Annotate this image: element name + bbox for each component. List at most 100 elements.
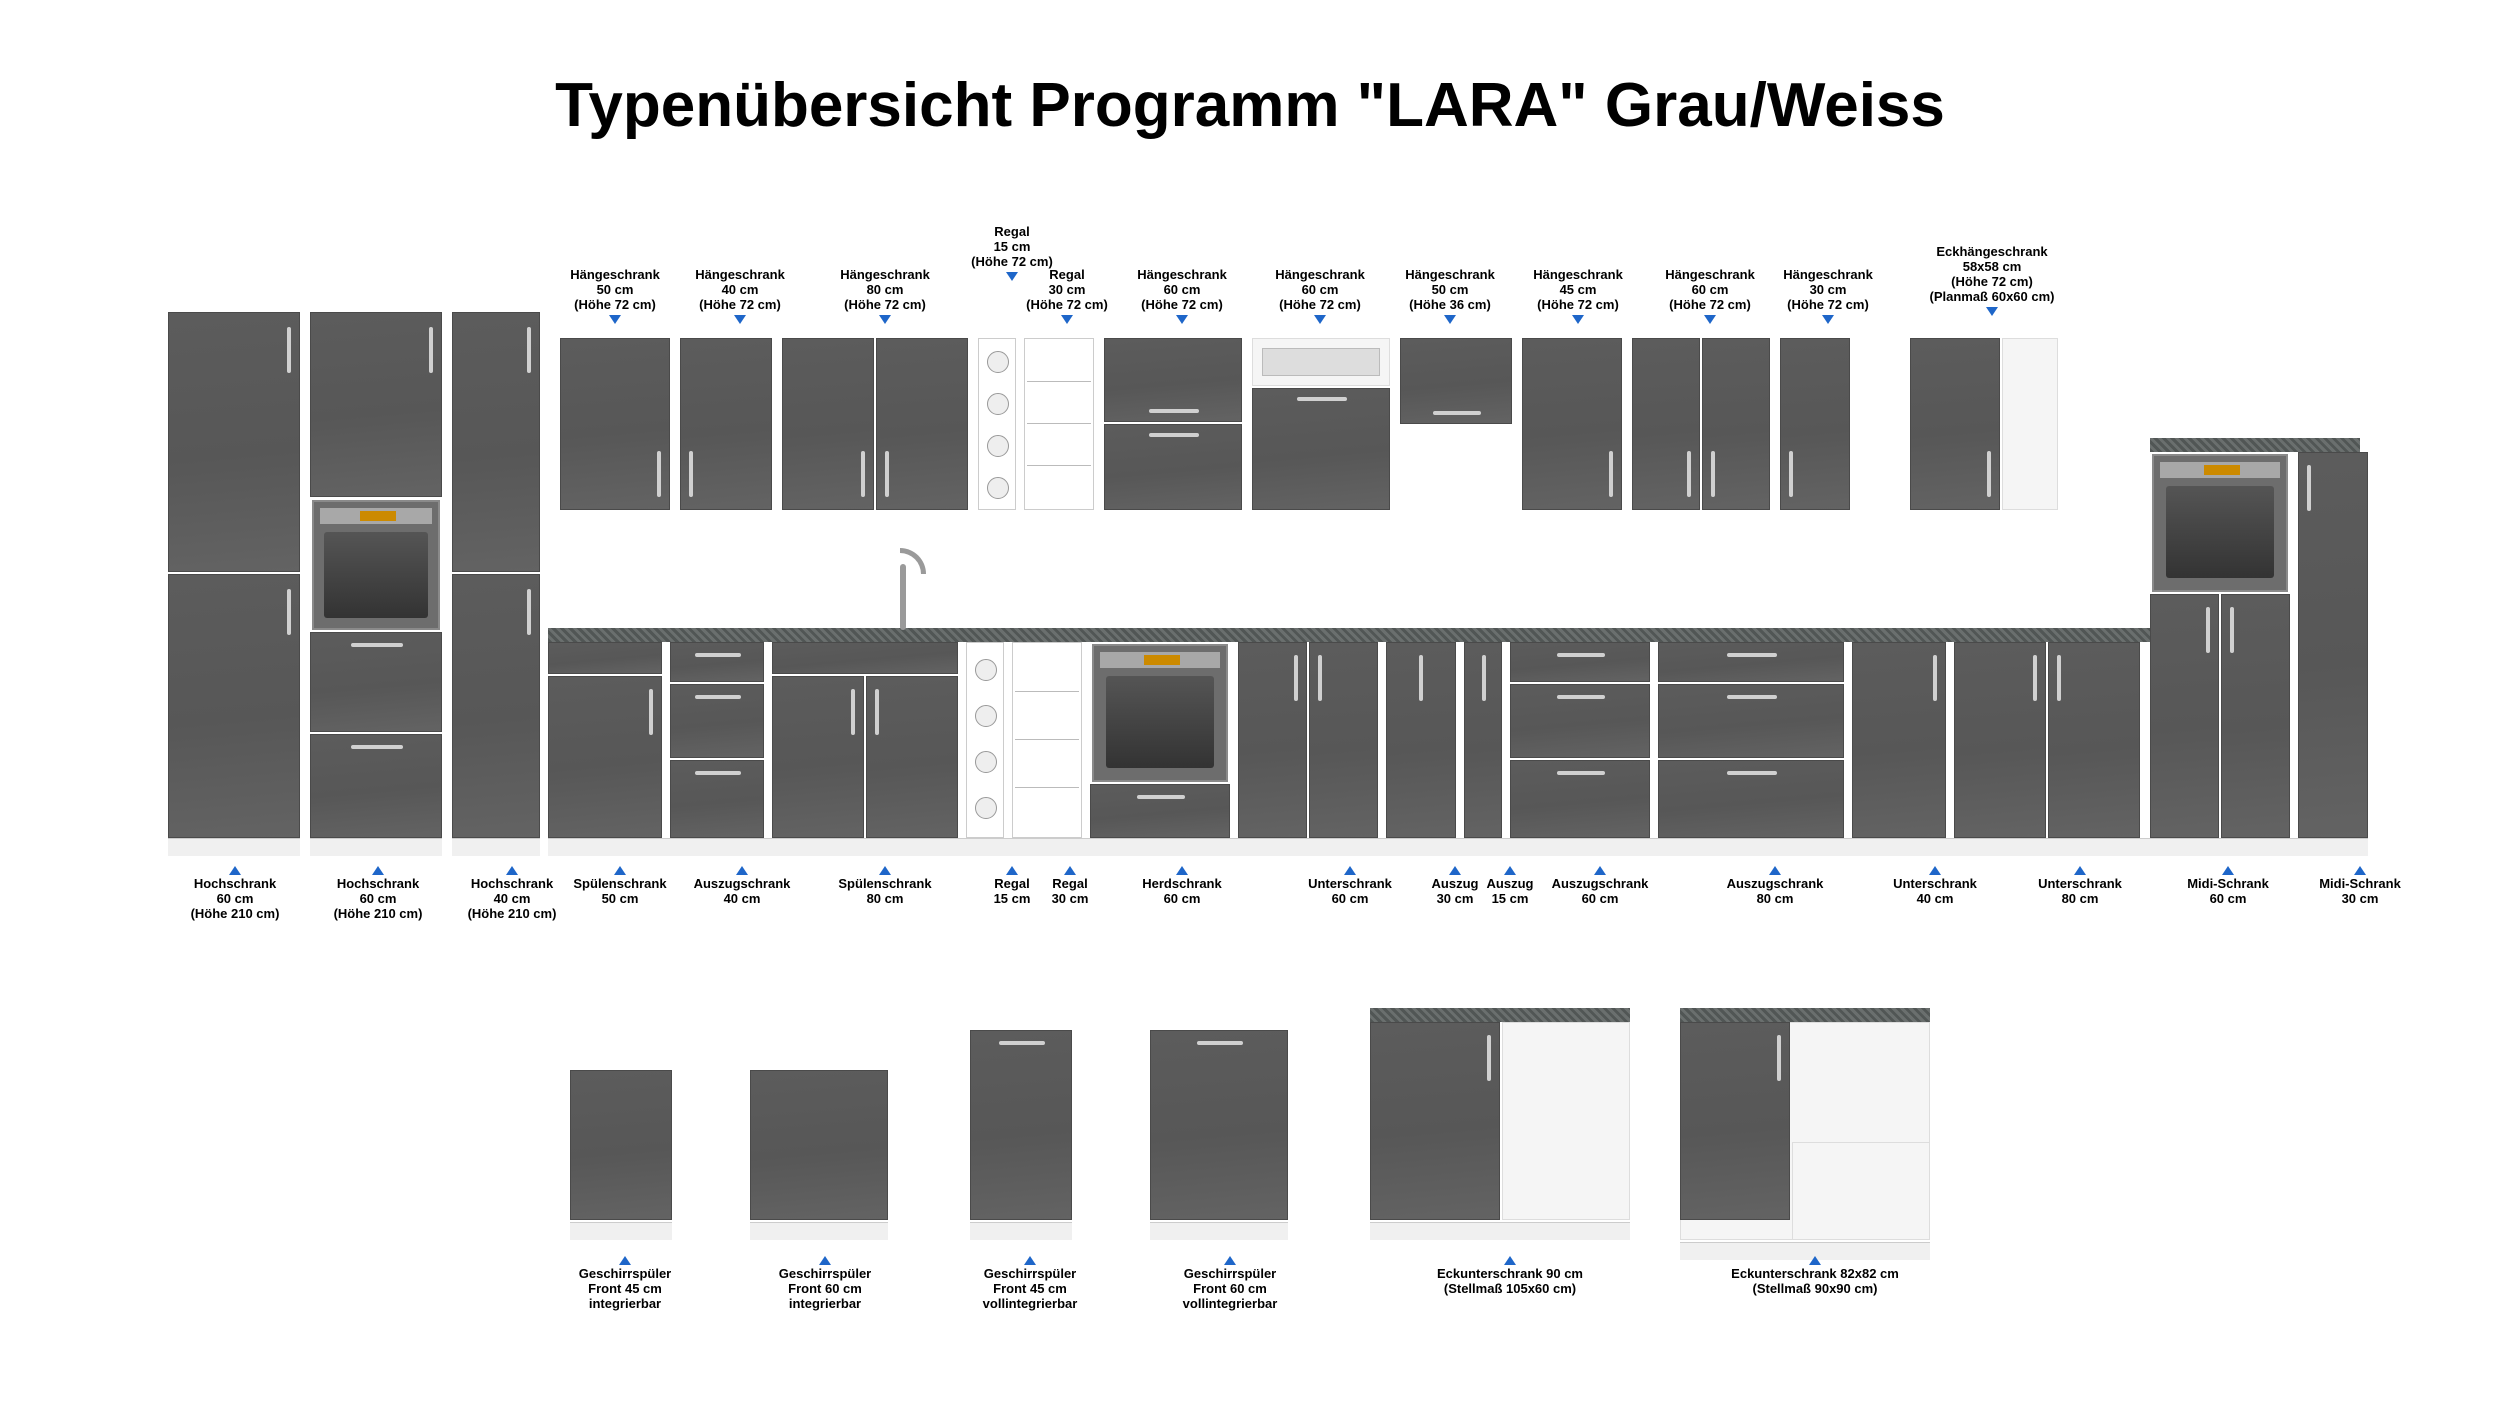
sink-base-80: [772, 642, 958, 838]
wall-cabinet-30: [1780, 338, 1850, 510]
label-line: Front 45 cm: [588, 1282, 662, 1297]
label-line: 60 cm: [1332, 892, 1369, 907]
base-shelf-15: [966, 642, 1004, 838]
wall-cabinet-60-split: [1104, 338, 1242, 510]
label-line: 15 cm: [1492, 892, 1529, 907]
wall-corner-cabinet: [1910, 338, 2058, 510]
label-line: 40 cm: [722, 283, 759, 298]
wall-cabinet-60: [1632, 338, 1770, 510]
label-line: Front 45 cm: [993, 1282, 1067, 1297]
pullout-15: [1464, 642, 1502, 838]
label-line: Hängeschrank: [1275, 268, 1365, 283]
label-line: 60 cm: [1582, 892, 1619, 907]
label-line: integrierbar: [789, 1297, 861, 1312]
midi-cabinet-30: [2298, 452, 2368, 838]
label-line: Front 60 cm: [788, 1282, 862, 1297]
label-line: 60 cm: [1692, 283, 1729, 298]
label-line: 80 cm: [2062, 892, 2099, 907]
label-line: (Höhe 72 cm): [1537, 298, 1619, 313]
label-tl0: Hängeschrank50 cm(Höhe 72 cm): [545, 268, 685, 324]
label-line: Auszugschrank: [694, 877, 791, 892]
page-title: Typenübersicht Programm "LARA" Grau/Weis…: [60, 70, 2440, 141]
label-line: (Stellmaß 105x60 cm): [1444, 1282, 1576, 1297]
label-line: 60 cm: [1302, 283, 1339, 298]
label-line: (Höhe 36 cm): [1409, 298, 1491, 313]
label-line: Eckhängeschrank: [1936, 245, 2047, 260]
label-r2l4: Eckunterschrank 90 cm(Stellmaß 105x60 cm…: [1415, 1256, 1605, 1297]
label-line: Hängeschrank: [840, 268, 930, 283]
drawer-base-60: [1510, 642, 1650, 838]
label-line: (Höhe 72 cm): [1026, 298, 1108, 313]
label-line: (Höhe 72 cm): [1787, 298, 1869, 313]
midi-cabinet-60: [2150, 452, 2290, 838]
label-bl4: Auszugschrank40 cm: [672, 866, 812, 907]
label-line: (Höhe 210 cm): [191, 907, 280, 922]
oven-base-60: [1090, 642, 1230, 838]
label-line: Hängeschrank: [570, 268, 660, 283]
label-line: Hängeschrank: [1665, 268, 1755, 283]
label-line: (Planmaß 60x60 cm): [1929, 290, 2054, 305]
faucet-curve-icon: [900, 548, 926, 574]
label-line: 30 cm: [2342, 892, 2379, 907]
label-line: 50 cm: [597, 283, 634, 298]
label-line: (Höhe 210 cm): [334, 907, 423, 922]
label-line: vollintegrierbar: [983, 1297, 1078, 1312]
label-r2l1: GeschirrspülerFront 60 cmintegrierbar: [730, 1256, 920, 1312]
label-line: Hängeschrank: [1405, 268, 1495, 283]
label-line: Front 60 cm: [1193, 1282, 1267, 1297]
worktop: [548, 628, 2170, 642]
label-tl5: Hängeschrank60 cm(Höhe 72 cm): [1112, 268, 1252, 324]
drawer-base-40: [670, 642, 764, 838]
base-cabinet-40: [1852, 642, 1946, 838]
base-cabinet-80: [1954, 642, 2140, 838]
label-line: Auszug: [1487, 877, 1534, 892]
wall-cabinet-45: [1522, 338, 1622, 510]
tall-cabinet-60-oven: [310, 312, 442, 838]
label-line: (Höhe 210 cm): [468, 907, 557, 922]
label-line: vollintegrierbar: [1183, 1297, 1278, 1312]
label-bl1: Hochschrank60 cm(Höhe 210 cm): [308, 866, 448, 922]
wall-cabinet-60-glass: [1252, 338, 1390, 510]
label-line: (Höhe 72 cm): [844, 298, 926, 313]
label-line: Spülenschrank: [573, 877, 666, 892]
label-line: 30 cm: [1810, 283, 1847, 298]
label-bl8: Herdschrank60 cm: [1112, 866, 1252, 907]
corner-base-82x82: [1680, 1022, 1930, 1240]
label-line: Unterschrank: [2038, 877, 2122, 892]
label-line: Hängeschrank: [695, 268, 785, 283]
label-tl8: Hängeschrank45 cm(Höhe 72 cm): [1508, 268, 1648, 324]
label-line: 58x58 cm: [1963, 260, 2022, 275]
label-line: Geschirrspüler: [1184, 1267, 1277, 1282]
wall-cabinet-50-short: [1400, 338, 1512, 424]
label-r2l0: GeschirrspülerFront 45 cmintegrierbar: [530, 1256, 720, 1312]
label-line: integrierbar: [589, 1297, 661, 1312]
label-tl6: Hängeschrank60 cm(Höhe 72 cm): [1250, 268, 1390, 324]
label-line: Unterschrank: [1893, 877, 1977, 892]
label-line: Hängeschrank: [1533, 268, 1623, 283]
label-line: Geschirrspüler: [779, 1267, 872, 1282]
label-line: 50 cm: [602, 892, 639, 907]
label-r2l2: GeschirrspülerFront 45 cmvollintegrierba…: [935, 1256, 1125, 1312]
label-tl1: Hängeschrank40 cm(Höhe 72 cm): [670, 268, 810, 324]
dishwasher-front-60-int: [750, 1070, 888, 1220]
label-line: (Höhe 72 cm): [1951, 275, 2033, 290]
label-bl14: Unterschrank40 cm: [1865, 866, 2005, 907]
label-line: 60 cm: [2210, 892, 2247, 907]
label-line: 60 cm: [360, 892, 397, 907]
dishwasher-front-45-int: [570, 1070, 672, 1220]
label-r2l3: GeschirrspülerFront 60 cmvollintegrierba…: [1135, 1256, 1325, 1312]
label-bl15: Unterschrank80 cm: [2010, 866, 2150, 907]
label-line: Unterschrank: [1308, 877, 1392, 892]
label-line: 80 cm: [867, 283, 904, 298]
label-line: Regal: [994, 225, 1029, 240]
label-tl7: Hängeschrank50 cm(Höhe 36 cm): [1380, 268, 1520, 324]
label-line: 60 cm: [1164, 892, 1201, 907]
label-line: Geschirrspüler: [579, 1267, 672, 1282]
label-line: 60 cm: [1164, 283, 1201, 298]
tall-cabinet-40: [452, 312, 540, 838]
label-line: 45 cm: [1560, 283, 1597, 298]
label-tl10: Hängeschrank30 cm(Höhe 72 cm): [1758, 268, 1898, 324]
wall-shelf-30: [1024, 338, 1094, 510]
label-line: 40 cm: [494, 892, 531, 907]
label-line: Herdschrank: [1142, 877, 1221, 892]
